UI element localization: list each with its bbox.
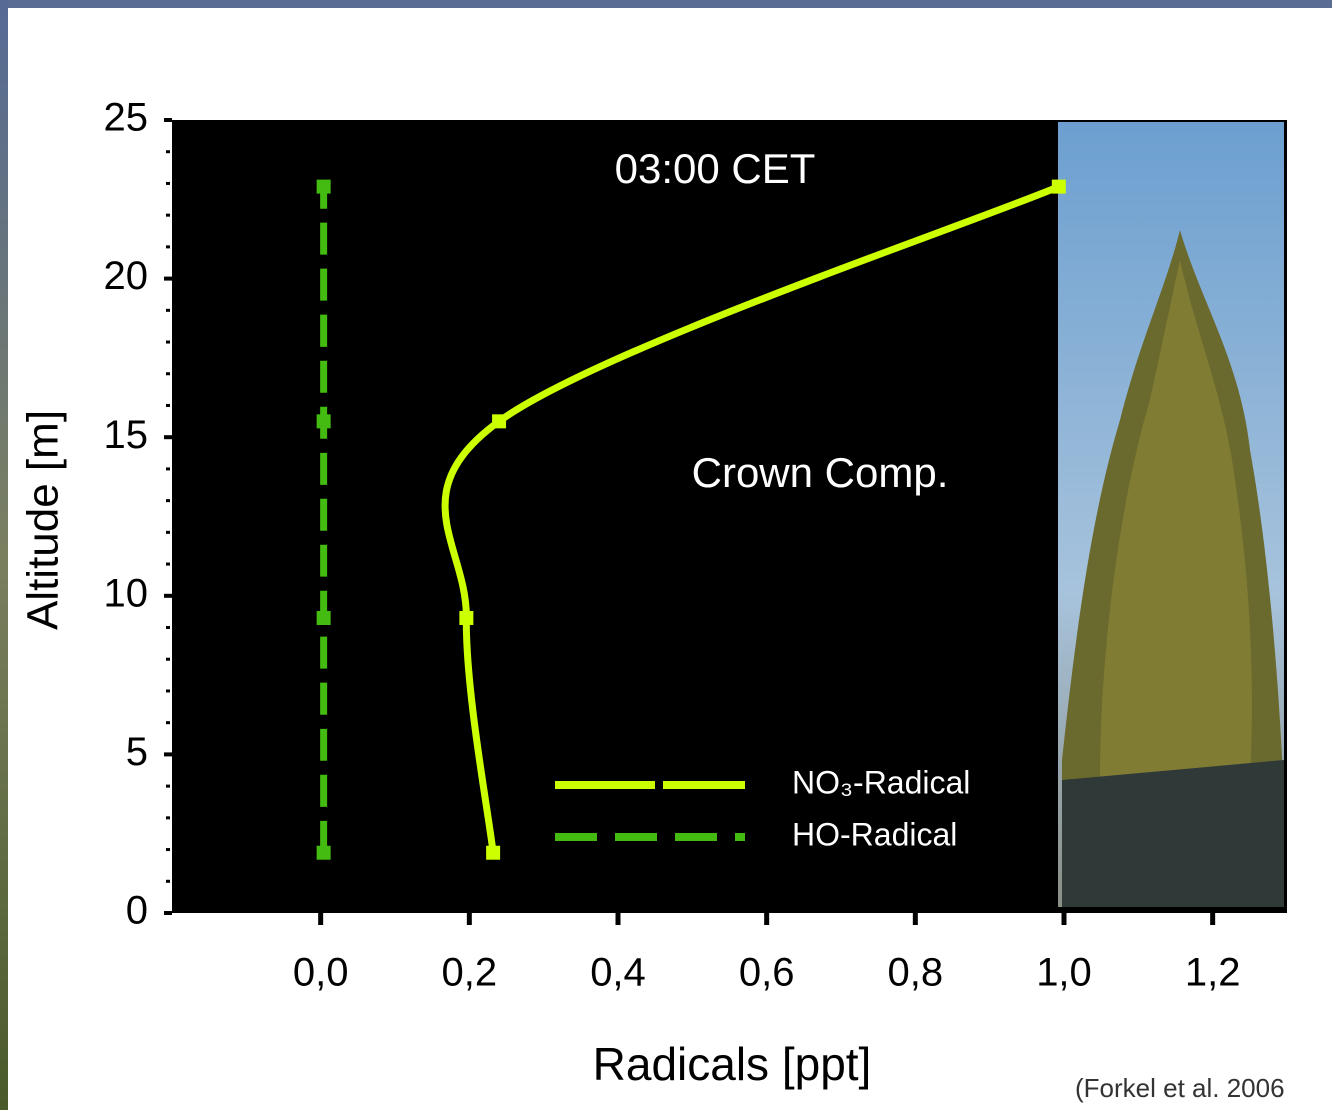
point	[459, 611, 474, 626]
x-axis-title: Radicals [ppt]	[593, 1038, 872, 1090]
y-axis-title: Altitude [m]	[19, 410, 68, 630]
minor-tick	[166, 181, 170, 185]
minor-tick	[166, 562, 170, 566]
x-tick-label: 0,8	[888, 951, 944, 995]
x-tick-label: 0,0	[293, 951, 349, 995]
minor-tick	[166, 784, 170, 788]
x-tick-label: 1,0	[1036, 951, 1092, 995]
citation: (Forkel et al. 2006	[1075, 1073, 1285, 1103]
minor-tick	[166, 340, 170, 344]
y-tick-label: 5	[126, 730, 148, 774]
point	[1051, 179, 1066, 194]
x-tick-label: 1,2	[1185, 951, 1241, 995]
point	[316, 611, 331, 626]
legend-label: HO-Radical	[792, 816, 957, 852]
minor-tick	[166, 467, 170, 471]
side-strip	[0, 0, 8, 1110]
minor-tick	[166, 848, 170, 852]
time-label: 03:00 CET	[615, 145, 816, 192]
y-tick-label: 25	[104, 96, 149, 140]
legend-label: NO₃-Radical	[792, 764, 970, 800]
minor-tick	[166, 657, 170, 661]
crown-label: Crown Comp.	[692, 449, 949, 496]
minor-tick	[166, 308, 170, 312]
minor-tick	[166, 150, 170, 154]
y-tick-label: 20	[104, 254, 149, 298]
minor-tick	[166, 245, 170, 249]
minor-tick	[166, 689, 170, 693]
point	[316, 414, 331, 429]
series-line	[441, 183, 1061, 854]
top-bar	[0, 0, 1332, 8]
point	[486, 845, 501, 860]
minor-tick	[166, 721, 170, 725]
minor-tick	[166, 499, 170, 503]
x-tick-label: 0,4	[590, 951, 646, 995]
x-tick-label: 0,6	[739, 951, 795, 995]
minor-tick	[166, 816, 170, 820]
minor-tick	[166, 530, 170, 534]
minor-tick	[166, 213, 170, 217]
y-tick-label: 15	[104, 413, 149, 457]
minor-tick	[166, 403, 170, 407]
point	[316, 179, 331, 194]
minor-tick	[166, 626, 170, 630]
point	[316, 845, 331, 860]
minor-tick	[166, 372, 170, 376]
x-tick-label: 0,2	[442, 951, 498, 995]
y-tick-label: 0	[126, 889, 148, 933]
minor-tick	[166, 879, 170, 883]
tree-photo	[1058, 122, 1284, 907]
point	[492, 414, 507, 429]
y-tick-label: 10	[104, 571, 149, 615]
